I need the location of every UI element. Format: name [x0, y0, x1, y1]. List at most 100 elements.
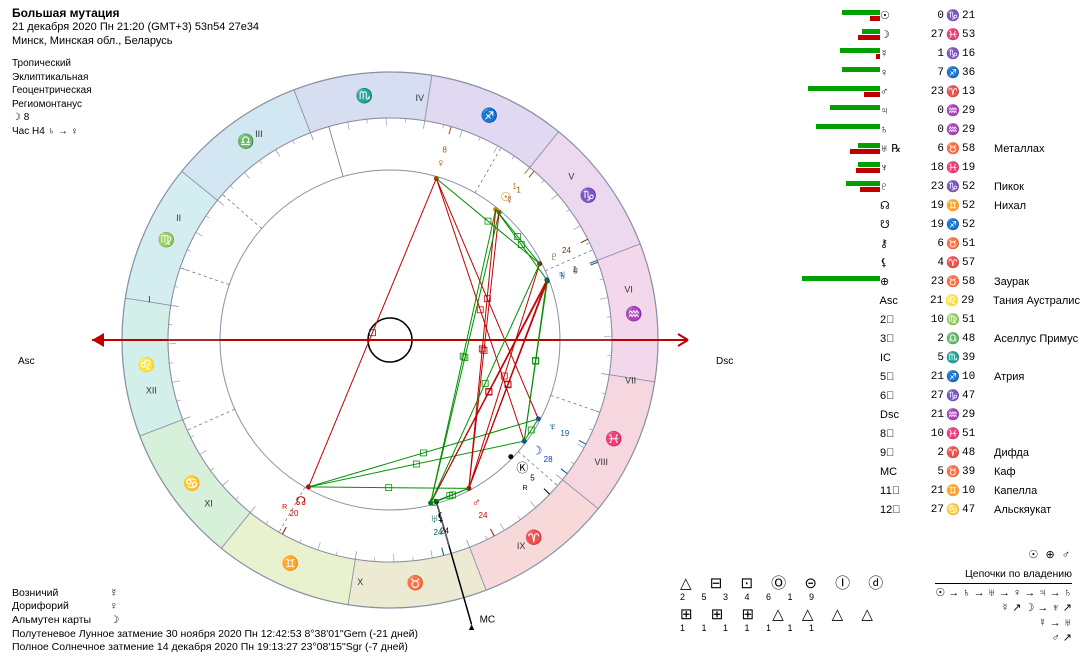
svg-text:Ⓚ: Ⓚ: [516, 461, 528, 475]
chart-header: Большая мутация 21 декабря 2020 Пн 21:20…: [12, 6, 259, 49]
svg-text:24: 24: [479, 511, 488, 520]
svg-text:♄: ♄: [558, 269, 567, 283]
svg-text:☽: ☽: [532, 444, 543, 458]
svg-text:1: 1: [516, 185, 521, 194]
chain-line: ☿ ↗ ☽ → ♆ ↗: [935, 601, 1072, 616]
svg-text:XI: XI: [204, 498, 213, 508]
position-row: ☽27♓53: [780, 25, 1080, 44]
svg-text:III: III: [255, 129, 263, 139]
aspect-glyph-row2: ⊞ ⊞ ⊞ △ △ △ △: [680, 606, 890, 623]
eclipse-solar: Полное Солнечное затмение 14 декабря 202…: [12, 641, 418, 655]
position-row: 12⃞27♋47Альскяукат: [780, 500, 1080, 519]
aspect-counts-block: △ ⊟ ⊡ Ⓞ ⊝ Ⓘ ⓓ 2 5 3 4 6 1 9 ⊞ ⊞ ⊞ △ △ △ …: [680, 575, 890, 633]
svg-text:I: I: [148, 295, 151, 305]
svg-text:♊: ♊: [282, 555, 299, 572]
chain-heading1: ☉ ⊕ ♂: [935, 548, 1072, 563]
doriforiy-label: Дорифорий: [12, 600, 107, 614]
aspect-count-row: 2 5 3 4 6 1 9: [680, 592, 890, 602]
positions-table: ☉0♑21☽27♓53☿1♑16♀7♐36♂23♈13♃0♒29♄0♒29♅ ℞…: [780, 6, 1080, 519]
position-row: 11⃞21♊10Капелла: [780, 481, 1080, 500]
svg-text:♑: ♑: [579, 187, 596, 204]
position-row: ☉0♑21: [780, 6, 1080, 25]
position-row: IC5♏39: [780, 348, 1080, 367]
position-row: 8⃞10♓51: [780, 424, 1080, 443]
position-row: ☿1♑16: [780, 44, 1080, 63]
almuten-label: Альмутен карты: [12, 614, 107, 628]
svg-text:♇: ♇: [549, 249, 558, 263]
svg-text:♒: ♒: [625, 305, 642, 322]
rulership-chains: ☉ ⊕ ♂ Цепочки по владению ☉ → ♄ → ♅ → ♀ …: [935, 548, 1072, 645]
svg-text:♈: ♈: [525, 529, 542, 546]
wheel-chart: ♈♉♊♋♌♍♎♏♐♑♒♓MCIIIIIIIVVVIVIIVIIIIXXXIXII…: [55, 50, 725, 610]
svg-text:♓: ♓: [605, 431, 622, 448]
svg-text:XII: XII: [146, 386, 157, 396]
svg-text:8: 8: [442, 146, 447, 155]
almuten-value: ☽: [110, 614, 119, 626]
position-row: 6⃞27♑47: [780, 386, 1080, 405]
dsc-label: Dsc: [716, 356, 733, 367]
svg-text:VIII: VIII: [595, 457, 609, 467]
svg-text:VII: VII: [625, 375, 636, 385]
svg-text:5: 5: [530, 474, 535, 483]
position-row: ♂23♈13: [780, 82, 1080, 101]
svg-text:♂: ♂: [472, 495, 481, 509]
voznichiy-label: Возничий: [12, 587, 107, 601]
voznichiy-value: ☿: [110, 587, 118, 599]
position-row: ⊕23♉58Заурак: [780, 272, 1080, 291]
svg-text:♋: ♋: [183, 475, 200, 492]
svg-text:♐: ♐: [481, 107, 498, 124]
position-row: ⚸4♈57: [780, 253, 1080, 272]
asc-label: Asc: [18, 356, 35, 367]
position-row: Dsc21♒29: [780, 405, 1080, 424]
svg-text:IV: IV: [415, 93, 424, 103]
position-row: ♅ ℞6♉58Металлах: [780, 139, 1080, 158]
svg-text:V: V: [568, 172, 574, 182]
svg-text:♆: ♆: [548, 419, 557, 433]
svg-text:♍: ♍: [157, 231, 174, 248]
chain-line: ☉ → ♄ → ♅ → ♀ → ♃ → ♄: [935, 586, 1072, 601]
aspect-glyph-row: △ ⊟ ⊡ Ⓞ ⊝ Ⓘ ⓓ: [680, 575, 890, 592]
svg-text:☿: ☿: [505, 193, 514, 207]
position-row: ♆18♓19: [780, 158, 1080, 177]
position-row: ♄0♒29: [780, 120, 1080, 139]
position-row: ☊19♊52Нихал: [780, 196, 1080, 215]
position-row: MC5♉39Каф: [780, 462, 1080, 481]
position-row: ♇23♑52Пикок: [780, 177, 1080, 196]
svg-text:☊: ☊: [295, 494, 306, 508]
svg-text:IX: IX: [517, 541, 526, 551]
svg-text:0: 0: [573, 267, 578, 276]
chart-dateline: 21 декабря 2020 Пн 21:20 (GMT+3) 53n54 2…: [12, 21, 259, 35]
svg-text:♌: ♌: [138, 357, 155, 374]
position-row: ♀7♐36: [780, 63, 1080, 82]
svg-text:28: 28: [544, 455, 553, 464]
svg-text:II: II: [176, 213, 181, 223]
svg-text:⚸: ⚸: [436, 510, 445, 524]
svg-text:MC: MC: [480, 615, 496, 626]
position-row: 5⃞21♐10Атрия: [780, 367, 1080, 386]
chain-line: ♂ ↗: [935, 631, 1072, 646]
doriforiy-value: ♀: [110, 600, 118, 612]
svg-text:R: R: [522, 485, 527, 492]
chart-title: Большая мутация: [12, 6, 259, 21]
svg-text:20: 20: [290, 509, 299, 518]
position-row: Asc21♌29Тания Аустралис: [780, 291, 1080, 310]
position-row: ⚷6♉51: [780, 234, 1080, 253]
footer-block: Возничий ☿ Дорифорий ♀ Альмутен карты ☽ …: [12, 587, 418, 655]
chain-line: ☿ → ♅: [935, 616, 1072, 631]
chart-place: Минск, Минская обл., Беларусь: [12, 35, 259, 49]
eclipse-lunar: Полутеневое Лунное затмение 30 ноября 20…: [12, 628, 418, 642]
svg-text:♎: ♎: [237, 133, 254, 150]
svg-text:24: 24: [562, 246, 571, 255]
aspect-count-row2: 1 1 1 1 1 1 1: [680, 623, 890, 633]
position-row: 2⃞10♍51: [780, 310, 1080, 329]
position-row: ♃0♒29: [780, 101, 1080, 120]
chain-heading2: Цепочки по владению: [935, 567, 1072, 581]
svg-text:19: 19: [560, 429, 569, 438]
svg-text:VI: VI: [624, 284, 633, 294]
svg-text:24: 24: [440, 526, 449, 535]
svg-text:R: R: [282, 504, 287, 511]
position-row: 9⃞2♈48Дифда: [780, 443, 1080, 462]
svg-text:♏: ♏: [356, 87, 373, 104]
svg-text:♀: ♀: [436, 156, 445, 170]
position-row: 3⃞2♎48Аселлус Примус: [780, 329, 1080, 348]
